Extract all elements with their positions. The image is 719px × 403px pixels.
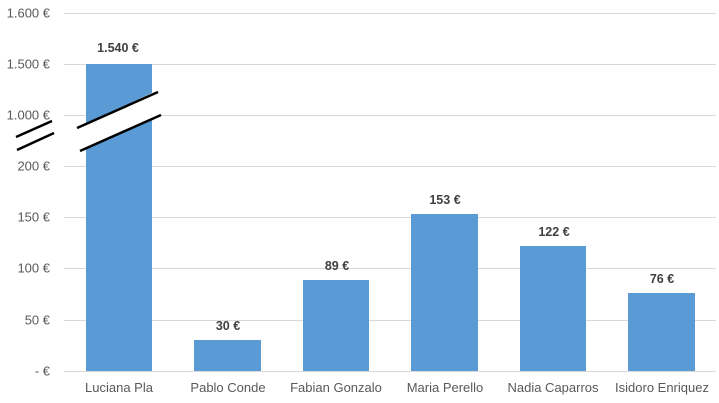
y-tick-label: 1.600 €	[6, 5, 50, 21]
y-tick-label: 1.000 €	[6, 107, 50, 123]
bar-isidoro-enriquez	[628, 293, 695, 371]
gridline	[64, 320, 716, 321]
bar-fabian-gonzalo	[303, 280, 369, 371]
gridline	[64, 64, 716, 65]
gridline	[64, 13, 716, 14]
y-tick-label: 200 €	[17, 158, 50, 174]
x-category-label: Isidoro Enriquez	[615, 380, 709, 395]
x-category-label: Maria Perello	[406, 380, 484, 395]
x-category-label: Pablo Conde	[190, 380, 266, 395]
data-label: 89 €	[324, 259, 350, 273]
gridline	[64, 217, 716, 218]
data-label: 153 €	[429, 193, 461, 207]
gridline	[64, 268, 716, 269]
x-category-label: Nadia Caparros	[507, 380, 599, 395]
x-category-label: Luciana Pla	[85, 380, 153, 395]
bar-pablo-conde	[194, 340, 261, 371]
bar-nadia-caparros	[520, 246, 586, 371]
y-tick-label: 1.500 €	[6, 56, 50, 72]
y-tick-label: 50 €	[24, 312, 50, 328]
y-tick-label: 150 €	[17, 209, 50, 225]
data-label: 76 €	[649, 272, 675, 286]
data-label: 30 €	[215, 319, 241, 333]
gridline	[64, 371, 716, 372]
y-tick-label: - €	[34, 363, 50, 379]
gridline	[64, 166, 716, 167]
y-tick-label: 100 €	[17, 260, 50, 276]
bar-maria-perello	[411, 214, 478, 371]
data-label: 1.540 €	[97, 41, 139, 55]
data-label: 122 €	[538, 225, 570, 239]
x-category-label: Fabian Gonzalo	[290, 380, 382, 395]
gridline	[64, 115, 716, 116]
